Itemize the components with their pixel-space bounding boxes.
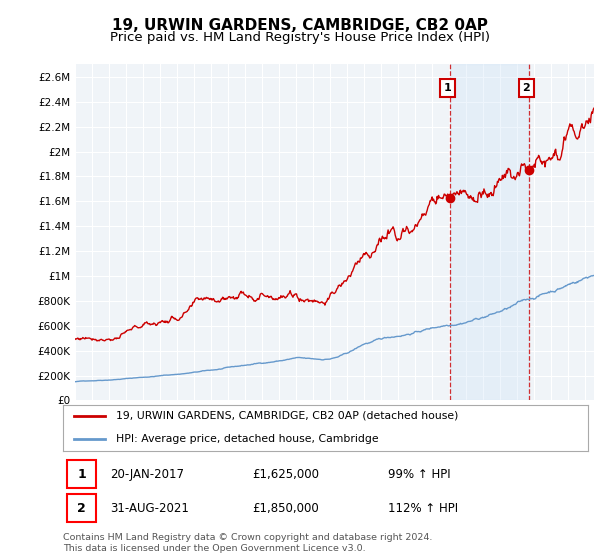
Bar: [450, 64, 529, 400]
Text: 1: 1: [444, 83, 452, 93]
Text: 31-AUG-2021: 31-AUG-2021: [110, 502, 189, 515]
Bar: [67, 494, 96, 522]
Text: Contains HM Land Registry data © Crown copyright and database right 2024.
This d: Contains HM Land Registry data © Crown c…: [63, 533, 433, 553]
Text: 1: 1: [77, 468, 86, 480]
Text: 99% ↑ HPI: 99% ↑ HPI: [389, 468, 451, 480]
Text: 2: 2: [77, 502, 86, 515]
Text: 112% ↑ HPI: 112% ↑ HPI: [389, 502, 458, 515]
Bar: [67, 460, 96, 488]
Text: 19, URWIN GARDENS, CAMBRIDGE, CB2 0AP: 19, URWIN GARDENS, CAMBRIDGE, CB2 0AP: [112, 18, 488, 32]
Text: £1,850,000: £1,850,000: [252, 502, 319, 515]
Text: £1,625,000: £1,625,000: [252, 468, 319, 480]
Text: 2: 2: [523, 83, 530, 93]
Text: HPI: Average price, detached house, Cambridge: HPI: Average price, detached house, Camb…: [115, 434, 378, 444]
Text: Price paid vs. HM Land Registry's House Price Index (HPI): Price paid vs. HM Land Registry's House …: [110, 31, 490, 44]
Text: 19, URWIN GARDENS, CAMBRIDGE, CB2 0AP (detached house): 19, URWIN GARDENS, CAMBRIDGE, CB2 0AP (d…: [115, 411, 458, 421]
Text: 20-JAN-2017: 20-JAN-2017: [110, 468, 184, 480]
